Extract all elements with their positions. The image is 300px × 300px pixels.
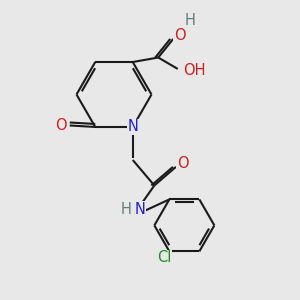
Text: O: O <box>177 156 188 171</box>
Text: OH: OH <box>183 63 206 78</box>
Text: H: H <box>184 13 195 28</box>
Text: O: O <box>174 28 186 44</box>
Text: O: O <box>56 118 67 133</box>
Text: H: H <box>121 202 132 217</box>
Text: N: N <box>135 202 146 217</box>
Text: Cl: Cl <box>157 250 171 266</box>
Text: N: N <box>127 119 138 134</box>
